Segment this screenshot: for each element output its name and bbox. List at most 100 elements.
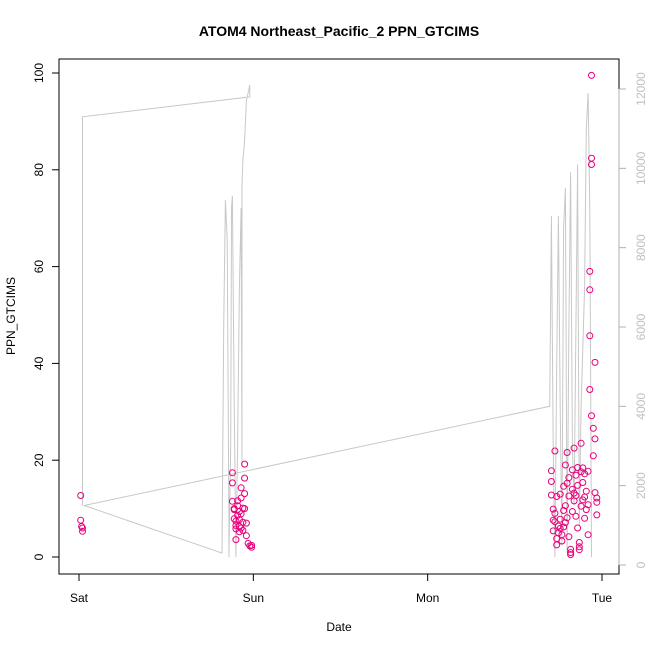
- data-point: [561, 502, 569, 510]
- x-tick-label: Sun: [243, 591, 264, 605]
- data-point: [232, 536, 240, 544]
- data-point: [577, 502, 585, 510]
- data-point: [563, 514, 571, 522]
- chart-title: ATOM4 Northeast_Pacific_2 PPN_GTCIMS: [199, 23, 479, 39]
- data-point: [565, 533, 573, 541]
- data-point: [242, 519, 250, 527]
- y-tick-label: 100: [32, 63, 46, 83]
- data-point: [551, 509, 559, 517]
- data-point: [248, 543, 256, 551]
- data-point: [586, 386, 594, 393]
- data-point: [584, 501, 592, 509]
- data-point: [239, 518, 247, 526]
- data-point: [575, 543, 583, 551]
- data-point: [572, 492, 580, 499]
- data-point: [567, 545, 575, 553]
- data-point: [234, 511, 242, 519]
- x-axis-label: Date: [326, 620, 352, 634]
- data-point: [593, 498, 601, 506]
- data-point: [579, 479, 587, 486]
- x-tick-label: Sat: [70, 591, 89, 605]
- series-layer: [77, 71, 601, 559]
- data-point: [577, 468, 585, 476]
- x-tick-label: Tue: [592, 591, 613, 605]
- data-point: [560, 523, 568, 531]
- data-point: [558, 537, 566, 545]
- data-point: [228, 479, 236, 487]
- y2-tick-label: 10000: [634, 151, 648, 185]
- data-point: [561, 519, 569, 527]
- data-point: [586, 267, 594, 275]
- data-point: [553, 541, 561, 549]
- data-point: [572, 471, 580, 479]
- data-point: [568, 508, 576, 515]
- data-point: [228, 469, 236, 477]
- data-point: [575, 546, 583, 554]
- data-point: [560, 507, 568, 514]
- data-point: [575, 539, 583, 546]
- data-point: [553, 493, 561, 500]
- data-point: [567, 551, 575, 559]
- data-point: [588, 412, 595, 420]
- data-point: [78, 523, 86, 530]
- data-point: [556, 515, 564, 523]
- data-point: [570, 444, 578, 452]
- data-point: [235, 523, 243, 530]
- data-point: [242, 532, 250, 540]
- data-point: [241, 490, 249, 498]
- data-point: [584, 467, 592, 475]
- data-point: [593, 494, 601, 502]
- data-point: [586, 286, 594, 294]
- data-point: [563, 449, 571, 456]
- data-point: [556, 524, 564, 532]
- data-point: [581, 514, 589, 522]
- data-point: [237, 484, 245, 492]
- data-point: [588, 71, 595, 79]
- data-point: [248, 541, 256, 549]
- x-tick-label: Mon: [416, 591, 439, 605]
- data-point: [568, 485, 576, 493]
- series-line: [82, 84, 592, 558]
- data-point: [547, 478, 555, 485]
- data-point: [591, 435, 599, 443]
- data-point: [586, 332, 594, 340]
- data-point: [588, 161, 595, 168]
- data-point: [572, 512, 580, 520]
- y2-tick-label: 12000: [634, 72, 648, 106]
- data-point: [77, 492, 85, 499]
- data-point: [593, 511, 601, 519]
- data-point: [549, 505, 557, 513]
- data-point: [239, 526, 247, 534]
- data-point: [565, 474, 573, 482]
- data-point: [567, 549, 575, 557]
- y2-tick-label: 8000: [634, 234, 648, 261]
- data-point: [235, 528, 243, 536]
- data-point: [241, 460, 249, 468]
- data-point: [589, 452, 597, 460]
- data-point: [556, 490, 564, 498]
- data-point: [241, 505, 249, 513]
- y2-tick-label: 6000: [634, 313, 648, 340]
- y-tick-label: 20: [32, 453, 46, 467]
- data-point: [554, 529, 562, 537]
- y-axis-label: PPN_GTCIMS: [4, 277, 18, 355]
- y2-tick-label: 2000: [634, 472, 648, 499]
- data-point: [228, 497, 236, 505]
- y-tick-label: 60: [32, 260, 46, 274]
- data-point: [565, 492, 573, 500]
- y2-tick-label: 0: [634, 561, 648, 568]
- data-point: [79, 527, 86, 535]
- data-point: [79, 524, 86, 532]
- data-point: [241, 474, 249, 482]
- data-point: [561, 461, 569, 469]
- data-point: [237, 494, 245, 502]
- data-point: [582, 506, 590, 514]
- data-point: [551, 447, 559, 455]
- y-tick-label: 80: [32, 163, 46, 177]
- y2-tick-label: 4000: [634, 393, 648, 420]
- data-point: [547, 467, 555, 475]
- data-point: [577, 439, 585, 447]
- data-point: [574, 481, 582, 489]
